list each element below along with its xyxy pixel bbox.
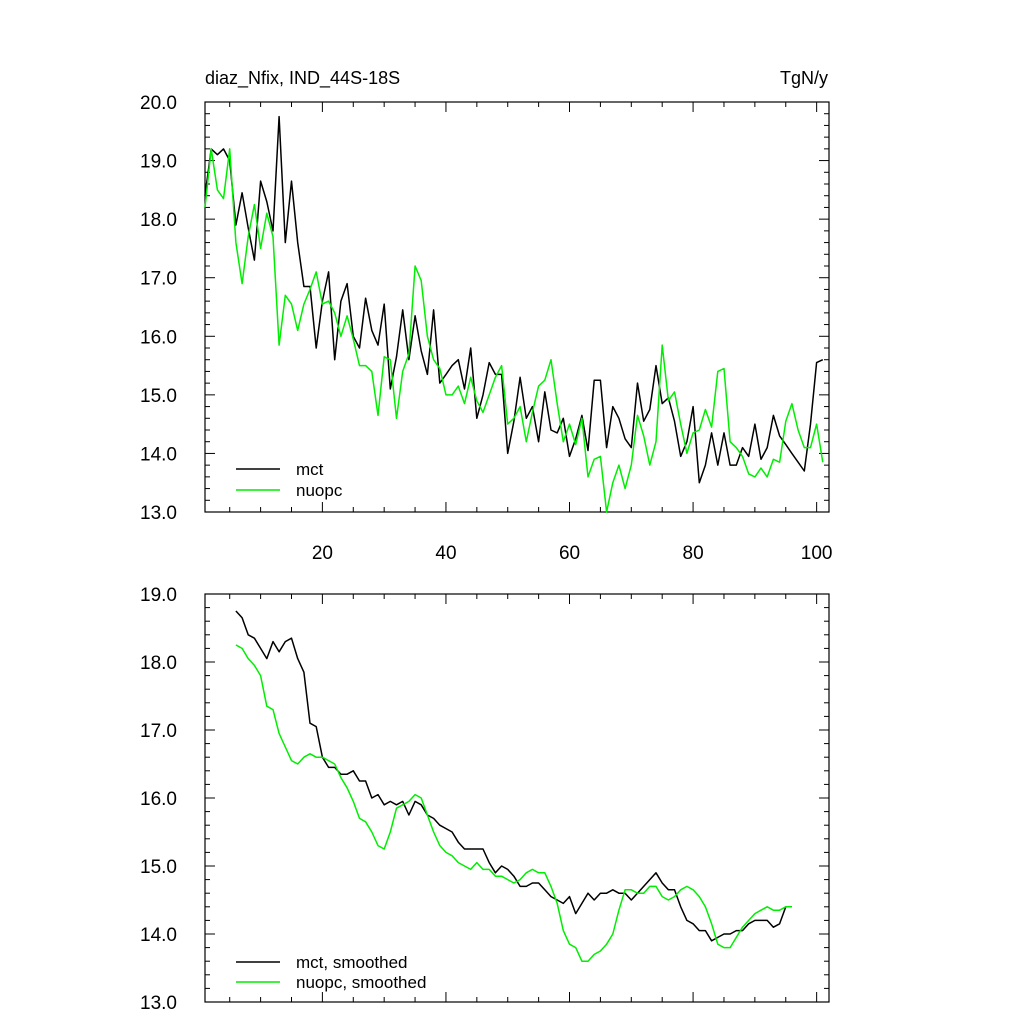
x-tick-label: 60 — [559, 543, 580, 564]
y-tick-label: 17.0 — [140, 269, 177, 290]
series-lines — [204, 115, 824, 513]
x-tick-label: 20 — [312, 543, 333, 564]
y-tick-label: 18.0 — [140, 653, 177, 674]
legend-label-mct: mct — [296, 460, 324, 479]
axis-ticks: 13.0 14.0 15.0 16.0 17.0 18.0 19.0 20.0 20 40 60 80… — [140, 93, 832, 564]
legend-label-nuopc: nuopc — [296, 481, 343, 500]
series-line-nuopc-smoothed — [235, 644, 792, 962]
legend-label-mct-smoothed: mct, smoothed — [296, 953, 408, 972]
y-tick-label: 15.0 — [140, 857, 177, 878]
plot-frame — [204, 101, 830, 513]
top-panel: diaz_Nfix, IND_44S-18S TgN/y 13.0 14.0 15.… — [140, 68, 832, 564]
x-tick-label: 80 — [683, 543, 704, 564]
y-tick-label: 15.0 — [140, 386, 177, 407]
y-tick-label: 17.0 — [140, 721, 177, 742]
x-tick-label: 40 — [435, 543, 456, 564]
y-tick-label: 20.0 — [140, 93, 177, 114]
y-tick-label: 13.0 — [140, 993, 177, 1014]
y-tick-label: 14.0 — [140, 444, 177, 465]
bottom-panel: 13.0 14.0 15.0 16.0 17.0 18.0 19.0 mct, smooth… — [140, 585, 830, 1014]
series-lines — [235, 610, 792, 962]
y-tick-label: 14.0 — [140, 925, 177, 946]
axis-ticks: 13.0 14.0 15.0 16.0 17.0 18.0 19.0 — [140, 585, 829, 1014]
chart-title: diaz_Nfix, IND_44S-18S — [205, 68, 400, 89]
plot-frame — [204, 593, 830, 1003]
series-line-mct — [204, 115, 824, 484]
legend: mct, smoothed nuopc, smoothed — [236, 953, 426, 992]
y-tick-label: 13.0 — [140, 503, 177, 524]
y-tick-label: 18.0 — [140, 210, 177, 231]
series-line-nuopc — [204, 148, 824, 513]
y-tick-label: 19.0 — [140, 152, 177, 173]
y-tick-label: 19.0 — [140, 585, 177, 606]
legend-label-nuopc-smoothed: nuopc, smoothed — [296, 973, 426, 992]
series-line-mct-smoothed — [235, 610, 792, 942]
x-tick-label: 100 — [801, 543, 833, 564]
y-tick-label: 16.0 — [140, 327, 177, 348]
y-tick-label: 16.0 — [140, 789, 177, 810]
chart-units-label: TgN/y — [780, 68, 828, 88]
legend: mct nuopc — [236, 460, 343, 500]
